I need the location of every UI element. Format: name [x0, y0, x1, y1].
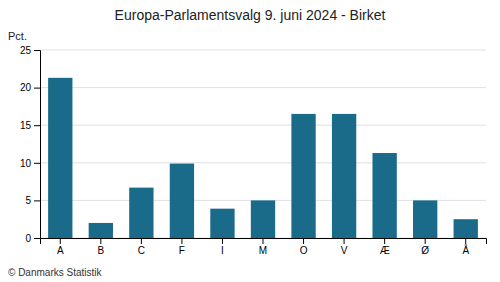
grid-line	[40, 87, 486, 88]
tick-label: M	[259, 245, 267, 256]
tick: 0	[25, 233, 40, 244]
tick-label: I	[221, 245, 224, 256]
tick: 5	[25, 195, 40, 206]
tick: Å	[462, 238, 469, 256]
axis-line	[34, 51, 41, 239]
tick-mark	[60, 238, 61, 244]
tick-label: 10	[20, 158, 32, 169]
tick: V	[341, 238, 348, 256]
tick: 10	[20, 158, 40, 169]
tick-label: B	[97, 245, 104, 256]
tick-mark	[425, 238, 426, 244]
tick-mark	[34, 50, 40, 51]
tick-label: 20	[20, 82, 32, 93]
background	[0, 0, 500, 282]
bar	[454, 219, 478, 238]
plot: 0 5 10 15 20 25 A B C F I M O V Æ Ø Å	[20, 45, 487, 256]
grid-line	[40, 50, 486, 51]
tick-mark	[34, 163, 40, 164]
grid-line	[40, 125, 486, 126]
tick-label: C	[138, 245, 145, 256]
title: Europa-Parlamentsvalg 9. juni 2024 - Bir…	[115, 7, 386, 23]
annotation: © Danmarks Statistik	[8, 267, 103, 278]
tick-mark	[100, 238, 101, 244]
tick-mark	[34, 125, 40, 126]
tick-mark	[34, 88, 40, 89]
bar	[48, 78, 72, 238]
bar	[170, 164, 194, 238]
tick-label: O	[300, 245, 308, 256]
tick-mark	[222, 238, 223, 244]
tick-label: 0	[25, 233, 31, 244]
bar	[89, 223, 113, 238]
tick: 25	[20, 45, 40, 56]
grid-line	[40, 162, 486, 163]
tick: C	[138, 238, 145, 256]
tick-label: Å	[462, 244, 469, 256]
bar	[210, 209, 234, 238]
tick: Ø	[421, 238, 429, 256]
tick-mark	[34, 200, 40, 201]
tick-mark	[263, 238, 264, 244]
tick: M	[259, 238, 267, 256]
tick: O	[300, 238, 308, 256]
tick: Æ	[380, 238, 390, 256]
bar	[129, 188, 153, 238]
tick-label: 5	[25, 195, 31, 206]
bar	[251, 200, 275, 238]
tick-label: F	[179, 245, 185, 256]
tick-mark	[303, 238, 304, 244]
tick-mark	[465, 238, 466, 244]
chart: Europa-Parlamentsvalg 9. juni 2024 - Bir…	[0, 0, 500, 282]
tick-mark	[181, 238, 182, 244]
tick: F	[179, 238, 185, 256]
tick-label: A	[57, 245, 64, 256]
bars	[48, 78, 478, 238]
tick: 20	[20, 82, 40, 93]
tick-label: Ø	[421, 245, 429, 256]
tick-label: Æ	[380, 245, 390, 256]
tick: A	[57, 238, 64, 256]
tick-mark	[34, 238, 40, 239]
chart-container: Europa-Parlamentsvalg 9. juni 2024 - Bir…	[0, 0, 500, 282]
tick: B	[97, 238, 104, 256]
tick-label: V	[341, 245, 348, 256]
tick-mark	[344, 238, 345, 244]
tick-label: 15	[20, 120, 32, 131]
bar	[372, 153, 396, 238]
tick: I	[221, 238, 224, 256]
bar	[291, 114, 315, 238]
tick: 15	[20, 120, 40, 131]
x-axis: ABCFIMOVÆØÅ	[41, 238, 487, 256]
y-axis: 0 5 10 15 20 25	[20, 45, 41, 244]
bar	[332, 114, 356, 238]
tick-mark	[141, 238, 142, 244]
axis-line	[41, 239, 487, 245]
grid	[40, 50, 486, 238]
tick-mark	[384, 238, 385, 244]
tick-label: 25	[20, 45, 32, 56]
axis-label: Pct.	[8, 30, 27, 42]
bar	[413, 200, 437, 238]
